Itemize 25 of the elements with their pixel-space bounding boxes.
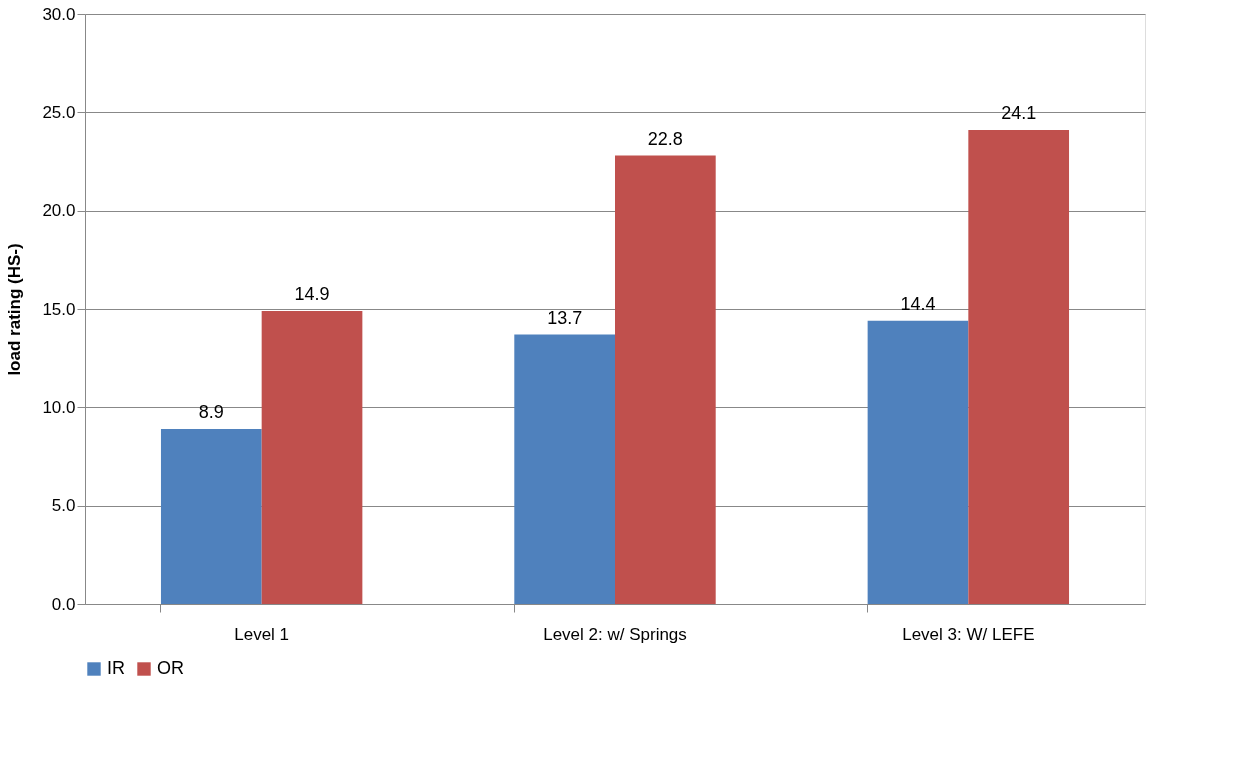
y-tick-label: 0.0 [51, 594, 76, 614]
y-tick-label: 20.0 [42, 201, 76, 221]
data-label: 14.4 [900, 293, 936, 314]
bar [968, 130, 1070, 604]
data-label: 14.9 [294, 283, 330, 304]
bar [160, 428, 262, 604]
data-label: 8.9 [198, 401, 224, 422]
y-axis-title: load rating (HS-) [5, 243, 25, 376]
y-tick-label: 15.0 [42, 299, 76, 319]
x-tick-label: Level 3: W/ LEFE [902, 624, 1035, 644]
y-tick-label: 5.0 [51, 496, 76, 516]
y-tick-label: 25.0 [42, 102, 76, 122]
data-label: 24.1 [1001, 103, 1037, 124]
bar [514, 334, 615, 604]
legend-label: OR [157, 658, 184, 678]
y-tick-label: 10.0 [42, 397, 76, 417]
legend-label: IR [107, 658, 125, 678]
x-tick-label: Level 2: w/ Springs [543, 624, 687, 644]
bar [261, 310, 363, 604]
y-tick-label: 30.0 [42, 4, 76, 24]
bar [867, 320, 969, 604]
x-tick-label: Level 1 [234, 624, 290, 644]
bar [615, 155, 716, 604]
data-label: 22.8 [647, 128, 683, 149]
data-label: 13.7 [547, 307, 583, 328]
